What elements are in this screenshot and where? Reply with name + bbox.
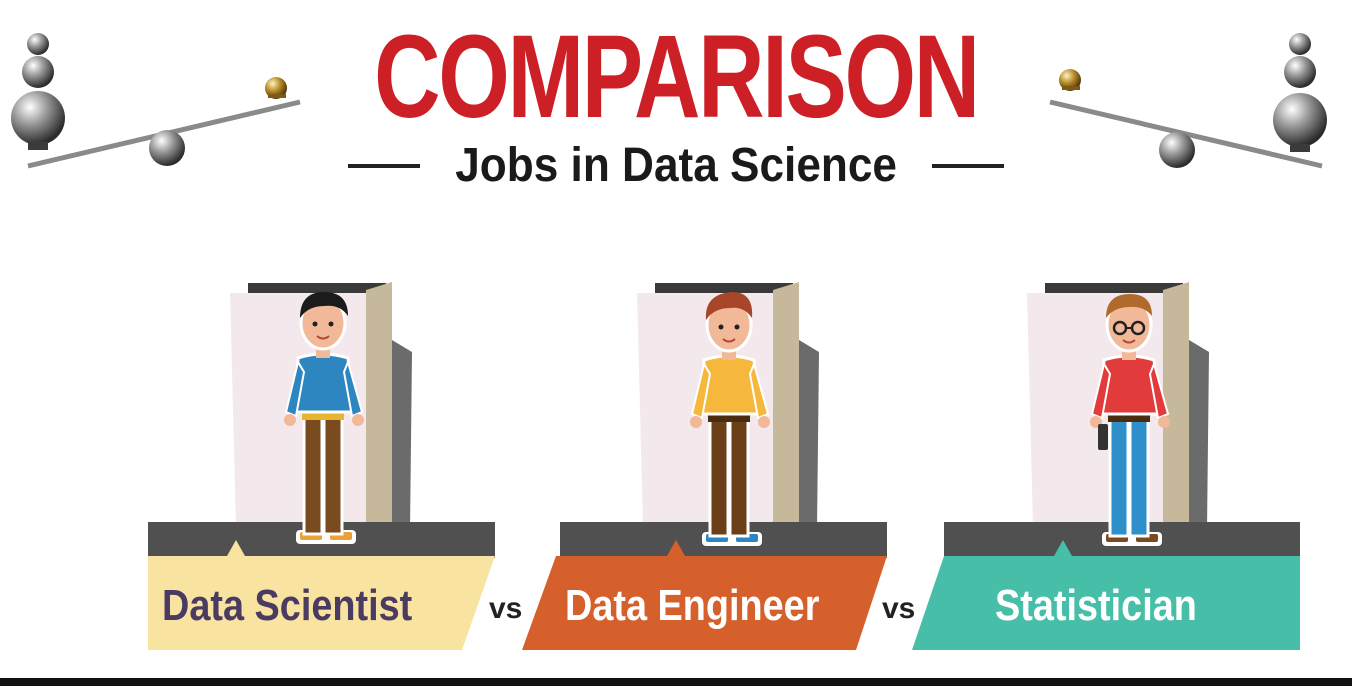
avatar-data-engineer xyxy=(690,292,770,546)
subtitle-divider-right xyxy=(932,163,1005,168)
door-edge xyxy=(392,340,412,532)
bottom-bar xyxy=(0,678,1352,686)
door-leaf xyxy=(1163,282,1189,536)
role-card-data-engineer xyxy=(522,282,887,650)
vs-separator-1: vs xyxy=(489,592,523,625)
banner-pointer xyxy=(1054,540,1072,556)
subtitle-row: Jobs in Data Science xyxy=(0,138,1352,193)
banner-pointer xyxy=(667,540,685,556)
door-leaf xyxy=(773,282,799,536)
role-card-data-scientist xyxy=(148,282,495,650)
door-edge xyxy=(1189,340,1209,532)
avatar-data-scientist xyxy=(284,292,364,544)
role-label-statistician: Statistician xyxy=(995,581,1197,630)
avatar-statistician xyxy=(1090,294,1170,546)
role-label-data-engineer: Data Engineer xyxy=(565,581,820,630)
role-label-data-scientist: Data Scientist xyxy=(162,581,413,630)
banner-pointer xyxy=(227,540,245,556)
balance-scale-right-icon xyxy=(1049,33,1327,169)
role-banner-statistician xyxy=(912,556,1300,650)
role-banner-data-scientist xyxy=(148,556,495,650)
subtitle-divider-left xyxy=(347,163,420,168)
role-banner-data-engineer xyxy=(522,556,887,650)
role-card-statistician xyxy=(912,282,1300,650)
page-subtitle: Jobs in Data Science xyxy=(455,139,897,192)
door-edge xyxy=(799,340,819,532)
balance-scale-left-icon xyxy=(11,33,301,169)
door-leaf xyxy=(366,282,392,536)
page-title: COMPARISON xyxy=(374,11,980,143)
vs-separator-2: vs xyxy=(882,592,916,625)
